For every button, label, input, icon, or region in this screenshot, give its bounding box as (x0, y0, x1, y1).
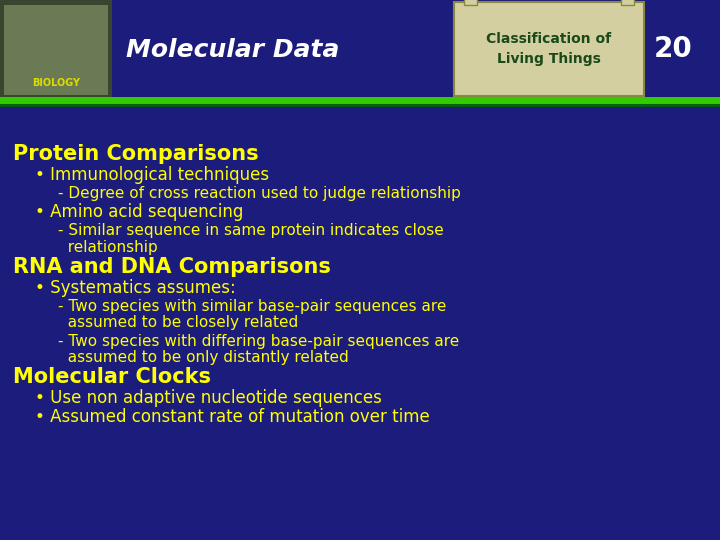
Text: Molecular Data: Molecular Data (126, 38, 339, 62)
FancyBboxPatch shape (4, 5, 108, 94)
Text: relationship: relationship (58, 240, 158, 254)
Text: Protein Comparisons: Protein Comparisons (13, 144, 258, 164)
Text: - Similar sequence in same protein indicates close: - Similar sequence in same protein indic… (58, 224, 444, 239)
FancyBboxPatch shape (454, 2, 644, 96)
Text: BIOLOGY: BIOLOGY (32, 78, 80, 88)
FancyBboxPatch shape (0, 0, 720, 100)
Text: • Immunological techniques: • Immunological techniques (35, 166, 269, 184)
Text: • Assumed constant rate of mutation over time: • Assumed constant rate of mutation over… (35, 408, 429, 426)
Text: assumed to be only distantly related: assumed to be only distantly related (58, 350, 348, 365)
Text: Molecular Clocks: Molecular Clocks (13, 367, 211, 387)
FancyBboxPatch shape (0, 0, 112, 100)
Text: • Amino acid sequencing: • Amino acid sequencing (35, 203, 243, 221)
Text: 20: 20 (654, 35, 693, 63)
Text: • Use non adaptive nucleotide sequences: • Use non adaptive nucleotide sequences (35, 389, 382, 407)
Text: Classification of
Living Things: Classification of Living Things (487, 32, 611, 66)
Text: - Two species with differing base-pair sequences are: - Two species with differing base-pair s… (58, 334, 459, 349)
Text: - Two species with similar base-pair sequences are: - Two species with similar base-pair seq… (58, 299, 446, 314)
Text: • Systematics assumes:: • Systematics assumes: (35, 279, 235, 297)
FancyBboxPatch shape (621, 0, 634, 5)
Text: RNA and DNA Comparisons: RNA and DNA Comparisons (13, 257, 330, 277)
Text: - Degree of cross reaction used to judge relationship: - Degree of cross reaction used to judge… (58, 186, 461, 201)
FancyBboxPatch shape (464, 0, 477, 5)
Text: assumed to be closely related: assumed to be closely related (58, 315, 298, 330)
